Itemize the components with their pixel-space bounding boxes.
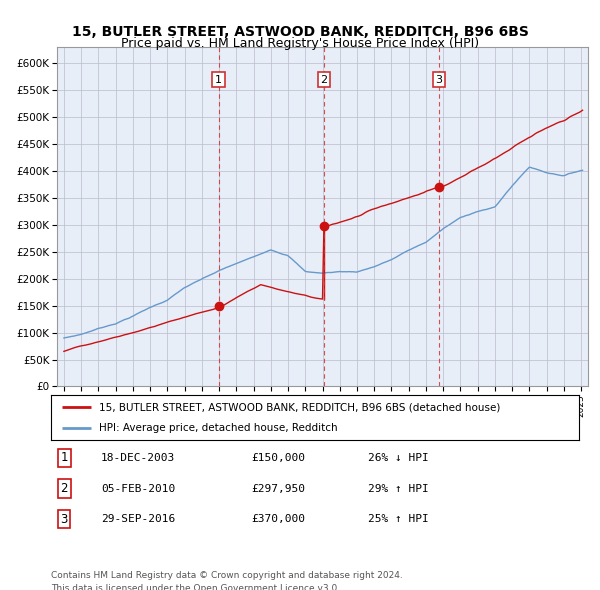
Text: 3: 3 [61,513,68,526]
Text: 18-DEC-2003: 18-DEC-2003 [101,453,175,463]
Text: 25% ↑ HPI: 25% ↑ HPI [368,514,428,524]
Text: £370,000: £370,000 [251,514,305,524]
Text: 15, BUTLER STREET, ASTWOOD BANK, REDDITCH, B96 6BS: 15, BUTLER STREET, ASTWOOD BANK, REDDITC… [71,25,529,39]
Text: 05-FEB-2010: 05-FEB-2010 [101,484,175,493]
Text: 1: 1 [215,74,222,84]
Text: 29% ↑ HPI: 29% ↑ HPI [368,484,428,493]
Text: 29-SEP-2016: 29-SEP-2016 [101,514,175,524]
Text: 1: 1 [61,451,68,464]
Text: 2: 2 [320,74,328,84]
Text: 3: 3 [436,74,442,84]
Text: £297,950: £297,950 [251,484,305,493]
Text: This data is licensed under the Open Government Licence v3.0.: This data is licensed under the Open Gov… [51,584,340,590]
Text: 2: 2 [61,482,68,495]
Text: Price paid vs. HM Land Registry's House Price Index (HPI): Price paid vs. HM Land Registry's House … [121,37,479,50]
Text: 15, BUTLER STREET, ASTWOOD BANK, REDDITCH, B96 6BS (detached house): 15, BUTLER STREET, ASTWOOD BANK, REDDITC… [98,402,500,412]
Text: HPI: Average price, detached house, Redditch: HPI: Average price, detached house, Redd… [98,422,337,432]
Text: Contains HM Land Registry data © Crown copyright and database right 2024.: Contains HM Land Registry data © Crown c… [51,571,403,580]
Text: £150,000: £150,000 [251,453,305,463]
Text: 26% ↓ HPI: 26% ↓ HPI [368,453,428,463]
